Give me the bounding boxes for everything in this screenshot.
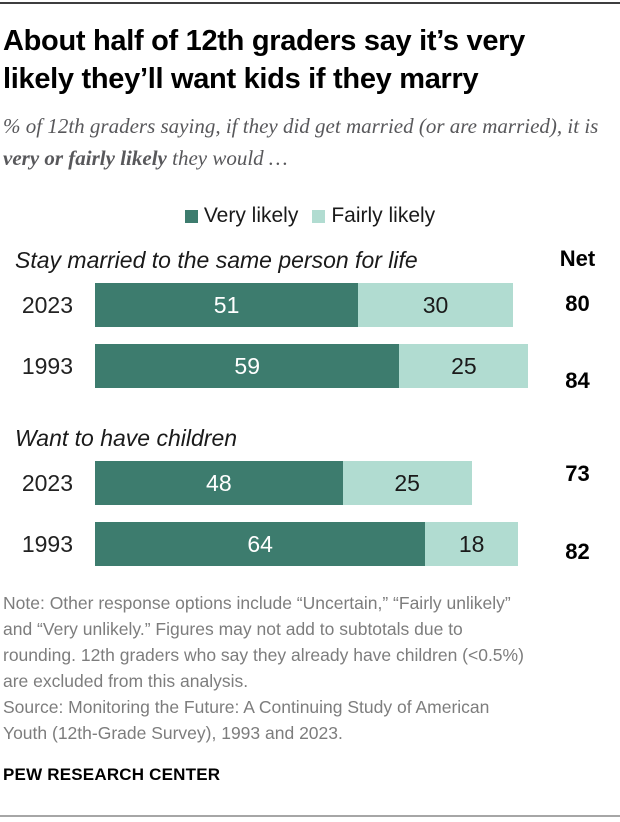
net-column-header: Net — [559, 246, 596, 271]
legend-label-fairly-likely: Fairly likely — [331, 204, 436, 227]
bar-row: 51 30 — [95, 283, 513, 327]
bar-segment-very-likely: 51 — [95, 283, 359, 327]
bar-value-label: 59 — [234, 352, 261, 379]
chart-subtitle: % of 12th graders saying, if they did ge… — [3, 110, 609, 174]
title-line-2: likely they’ll want kids if they marry — [3, 63, 479, 95]
legend-swatch-fairly-likely — [312, 209, 326, 223]
group-title: Want to have children — [15, 425, 238, 451]
bar-value-label: 25 — [451, 352, 477, 379]
bar-value-label: 30 — [422, 291, 449, 318]
bar-segment-fairly-likely: 30 — [358, 283, 513, 327]
net-value: 80 — [565, 291, 590, 316]
top-rule — [0, 2, 620, 4]
bottom-rule — [0, 815, 620, 817]
page-title: About half of 12th graders say it’s very… — [3, 22, 619, 98]
bar-row: 59 25 — [95, 344, 529, 388]
source-line: Youth (12th-Grade Survey), 1993 and 2023… — [3, 723, 343, 743]
subtitle-post: they would … — [166, 146, 288, 170]
legend-swatch-very-likely — [184, 209, 198, 223]
subtitle-bold: very or fairly likely — [3, 146, 167, 170]
subtitle-pre: % of 12th graders saying, if they did ge… — [3, 114, 599, 138]
chart-legend: Very likely Fairly likely — [0, 204, 620, 228]
bar-value-label: 18 — [458, 530, 485, 557]
source-line: Source: Monitoring the Future: A Continu… — [3, 697, 490, 717]
net-value: 73 — [565, 461, 590, 486]
chart-area: Stay married to the same person for life… — [0, 240, 620, 585]
bar-segment-fairly-likely: 18 — [425, 522, 519, 566]
bar-segment-very-likely: 64 — [95, 522, 426, 566]
year-label: 1993 — [21, 530, 73, 557]
year-label: 2023 — [21, 291, 73, 318]
year-label: 1993 — [21, 352, 73, 379]
bar-segment-very-likely: 59 — [95, 344, 400, 388]
bar-segment-fairly-likely: 25 — [399, 344, 529, 388]
legend-item-very-likely: Very likely — [184, 204, 299, 228]
note-line: are excluded from this analysis. — [3, 671, 249, 691]
legend-item-fairly-likely: Fairly likely — [312, 204, 435, 228]
note-line: and “Very unlikely.” Figures may not add… — [3, 619, 463, 639]
bar-value-label: 64 — [247, 530, 273, 557]
note-line: rounding. 12th graders who say they alre… — [3, 645, 524, 665]
bar-value-label: 51 — [213, 291, 240, 318]
net-value: 84 — [565, 368, 590, 393]
bar-segment-fairly-likely: 25 — [342, 461, 472, 505]
note-line: Note: Other response options include “Un… — [3, 593, 511, 613]
bar-value-label: 48 — [206, 469, 232, 496]
legend-label-very-likely: Very likely — [203, 204, 299, 227]
bar-value-label: 25 — [394, 469, 420, 496]
title-line-1: About half of 12th graders say it’s very — [3, 25, 525, 57]
bar-row: 48 25 — [95, 461, 472, 505]
bar-row: 64 18 — [95, 522, 519, 566]
net-value: 82 — [565, 539, 590, 564]
year-label: 2023 — [21, 469, 73, 496]
chart-notes: Note: Other response options include “Un… — [3, 590, 603, 746]
group-title: Stay married to the same person for life — [15, 247, 418, 273]
pew-research-center-wordmark: PEW RESEARCH CENTER — [3, 765, 221, 784]
bar-segment-very-likely: 48 — [95, 461, 343, 505]
